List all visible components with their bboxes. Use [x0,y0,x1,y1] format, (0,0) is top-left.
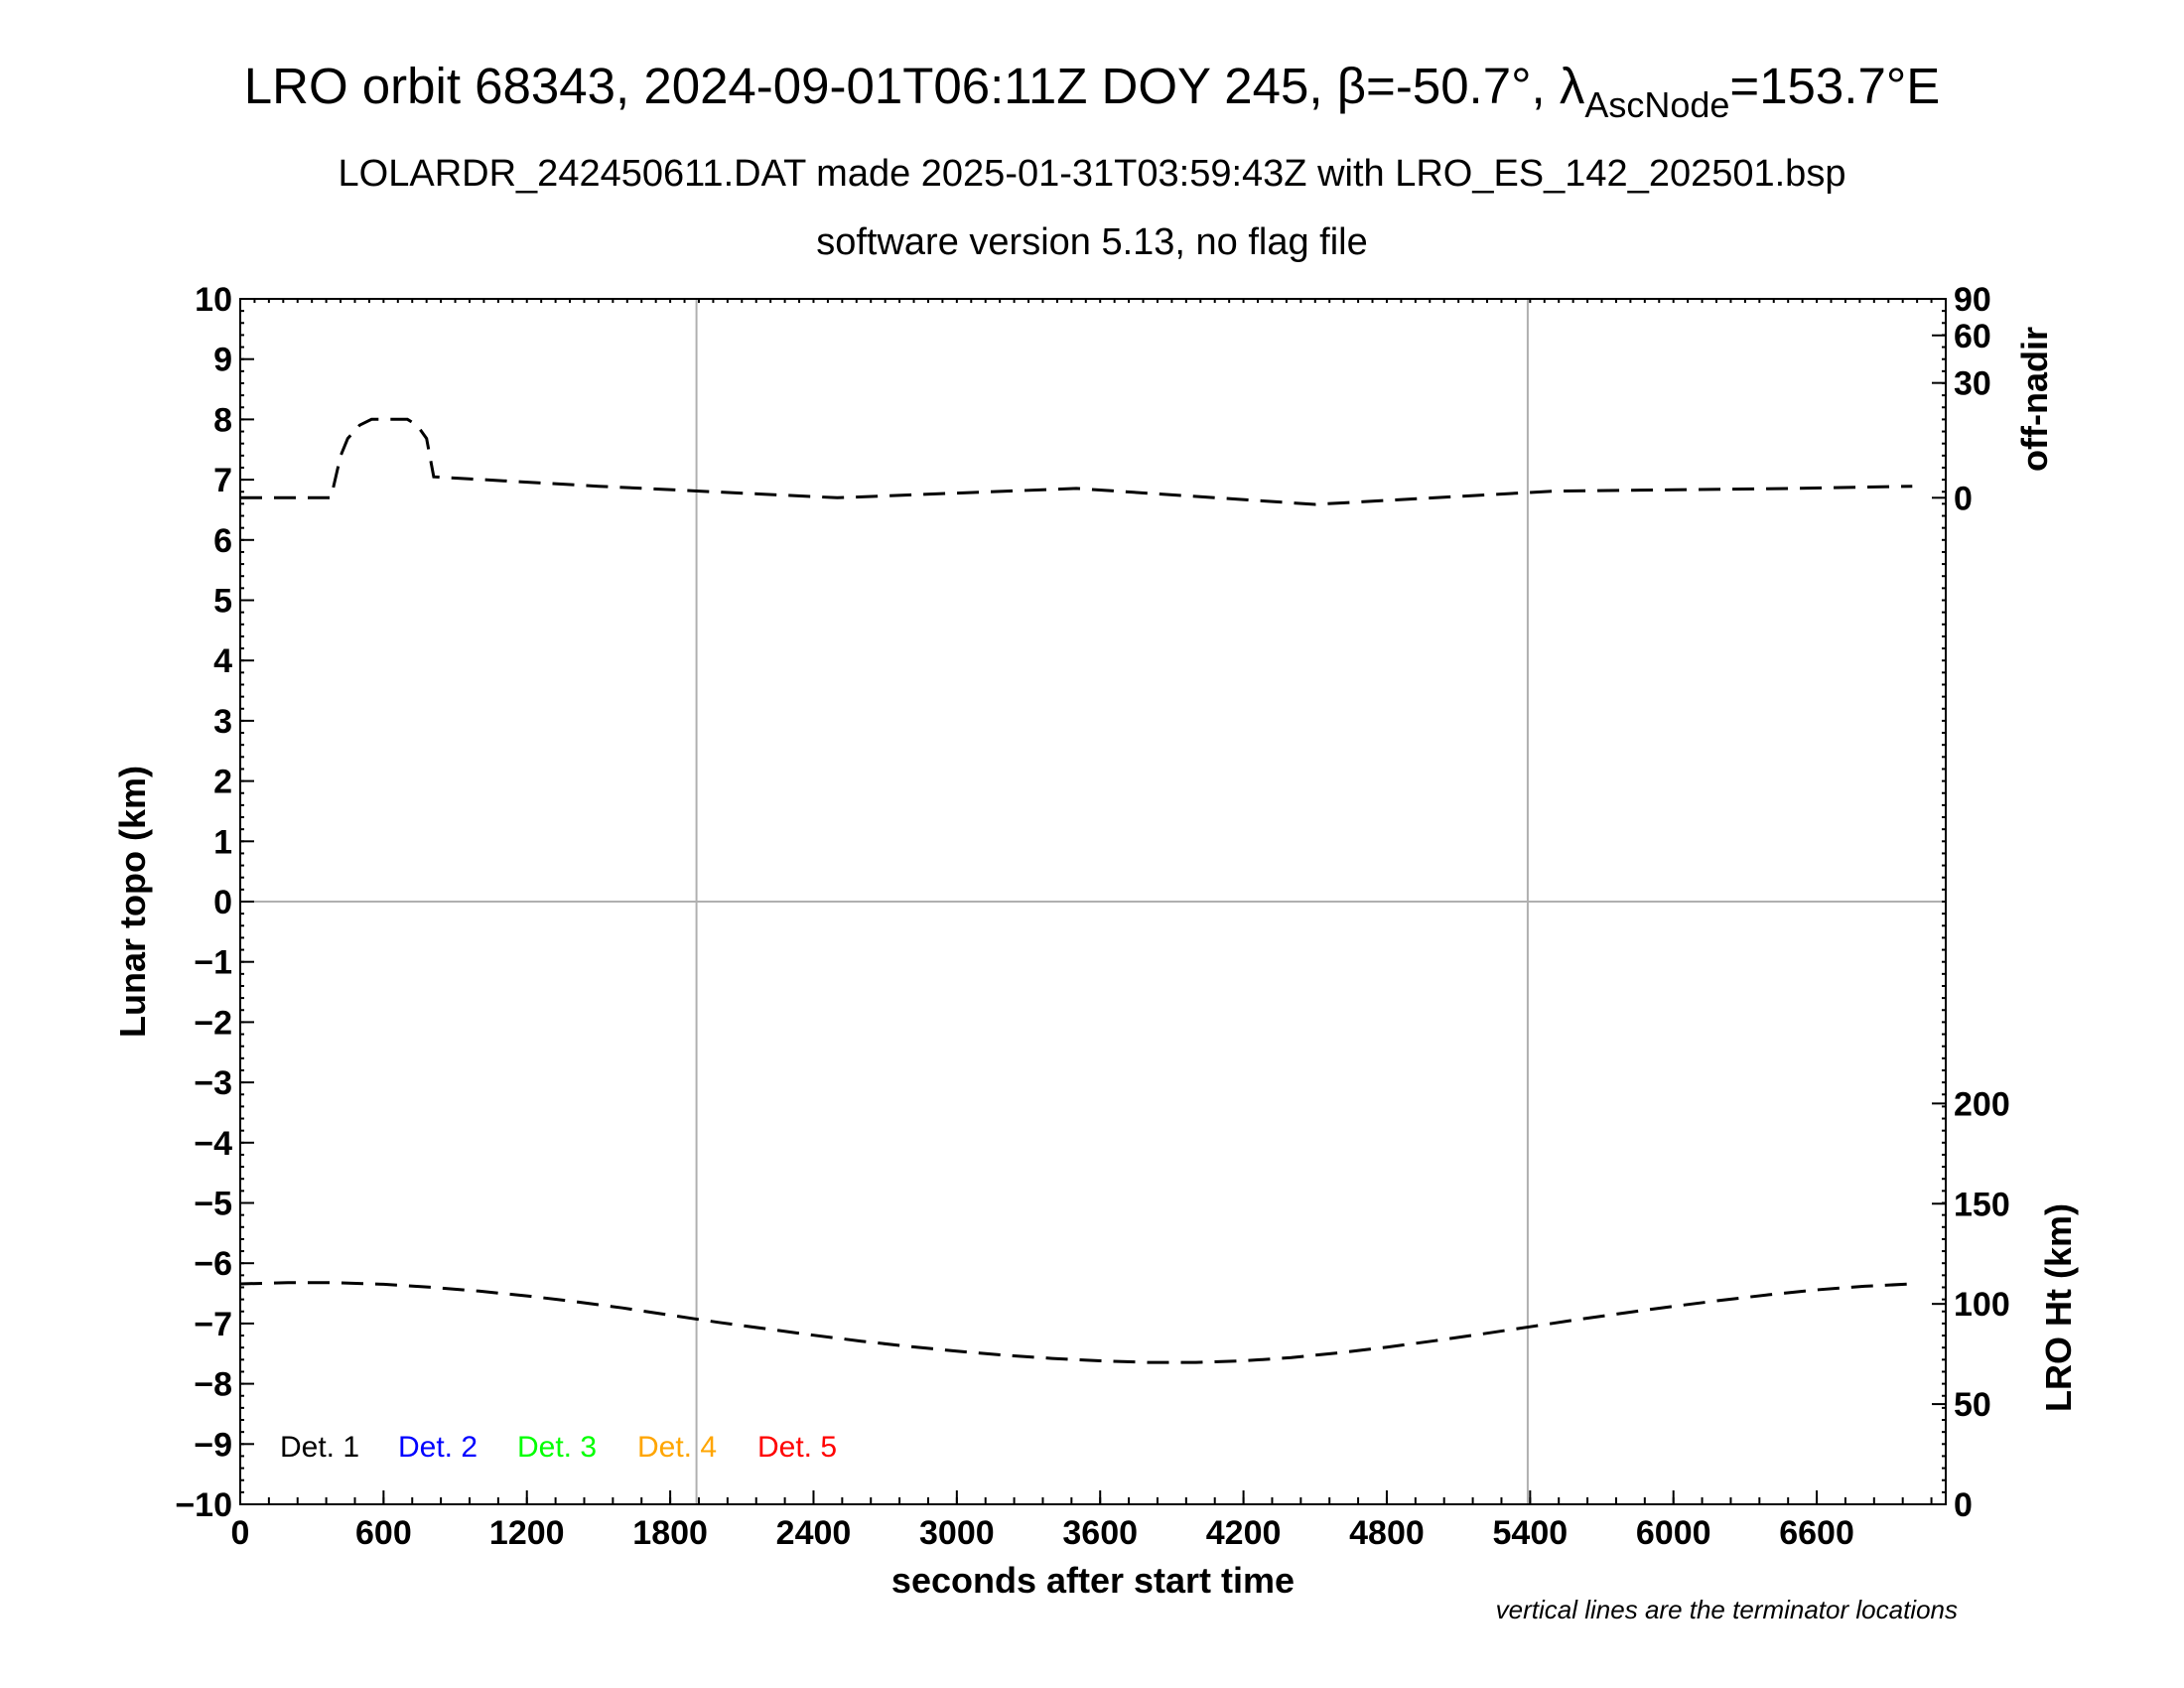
height-tick-label: 150 [1954,1186,2010,1223]
offnadir-tick-label: 90 [1954,281,1991,319]
x-axis-label: seconds after start time [891,1560,1295,1601]
x-tick-label: 6000 [1636,1514,1711,1552]
y-tick-label: −3 [194,1064,232,1102]
y-tick-label: 3 [213,703,232,741]
y-axis-right-height: 200 150 100 50 0 [1932,1085,2010,1524]
y-tick-label: 7 [213,462,232,499]
y-tick-label: 8 [213,401,232,439]
height-tick-label: 50 [1954,1386,1991,1424]
x-tick-label: 4200 [1206,1514,1282,1552]
x-tick-label: 1200 [489,1514,565,1552]
y-tick-label: −4 [194,1125,232,1163]
y-axis-right-bottom-label: LRO Ht (km) [2038,1203,2079,1412]
y-tick-label: 2 [213,764,232,801]
y-tick-label: −10 [175,1486,232,1524]
y-tick-label: 6 [213,522,232,560]
terminator-note: vertical lines are the terminator locati… [1496,1595,1958,1624]
y-tick-label: −1 [194,944,232,982]
offnadir-tick-label: 30 [1954,365,1991,403]
height-tick-label: 100 [1954,1286,2010,1324]
off-nadir-series-line [240,417,1913,506]
height-tick-label: 0 [1954,1486,1973,1524]
legend-entry: Det. 1 [280,1431,359,1464]
y-axis-left-label: Lunar topo (km) [112,766,153,1038]
series-layer [239,417,1913,1364]
title-subscript: AscNode [1584,84,1729,125]
title-end: =153.7°E [1729,58,1940,114]
x-axis: 0 600 1200 1800 2400 3000 3600 4200 4800 5400 6000… [231,1490,1933,1552]
y-tick-label: 1 [213,823,232,861]
x-tick-label: 3000 [919,1514,995,1552]
chart-subtitle-2: software version 5.13, no flag file [816,221,1368,263]
x-tick-label: 5400 [1493,1514,1569,1552]
offnadir-tick-label: 60 [1954,318,1991,355]
offnadir-tick-label: 0 [1954,480,1973,517]
y-axis-right-top-label: off-nadir [2014,327,2055,472]
y-tick-label: −6 [194,1245,232,1283]
x-tick-label: 6600 [1779,1514,1854,1552]
y-tick-label: 4 [213,642,232,680]
height-tick-label: 200 [1954,1085,2010,1123]
x-tick-label: 600 [355,1514,412,1552]
x-tick-label: 4800 [1349,1514,1425,1552]
y-tick-label: 9 [213,342,232,379]
legend-entry: Det. 3 [517,1431,597,1464]
y-tick-label: −9 [194,1426,232,1464]
y-tick-label: 5 [213,583,232,621]
chart-title: LRO orbit 68343, 2024-09-01T06:11Z DOY 2… [244,58,1940,125]
y-tick-label: −5 [194,1186,232,1223]
height-series-line [239,1281,1913,1364]
legend-entry: Det. 5 [757,1431,837,1464]
chart-subtitle-1: LOLARDR_242450611.DAT made 2025-01-31T03… [339,153,1846,195]
y-tick-label: 10 [195,281,232,319]
y-tick-label: −2 [194,1004,232,1042]
x-tick-label: 1800 [632,1514,708,1552]
x-tick-label: 0 [231,1514,250,1552]
legend-entry: Det. 2 [398,1431,478,1464]
legend-entry: Det. 4 [637,1431,717,1464]
x-tick-label: 2400 [776,1514,852,1552]
y-tick-label: −8 [194,1366,232,1404]
y-tick-label: 0 [213,884,232,921]
y-tick-label: −7 [194,1306,232,1343]
legend: Det. 1 Det. 2 Det. 3 Det. 4 Det. 5 [280,1431,837,1464]
x-tick-label: 3600 [1062,1514,1138,1552]
